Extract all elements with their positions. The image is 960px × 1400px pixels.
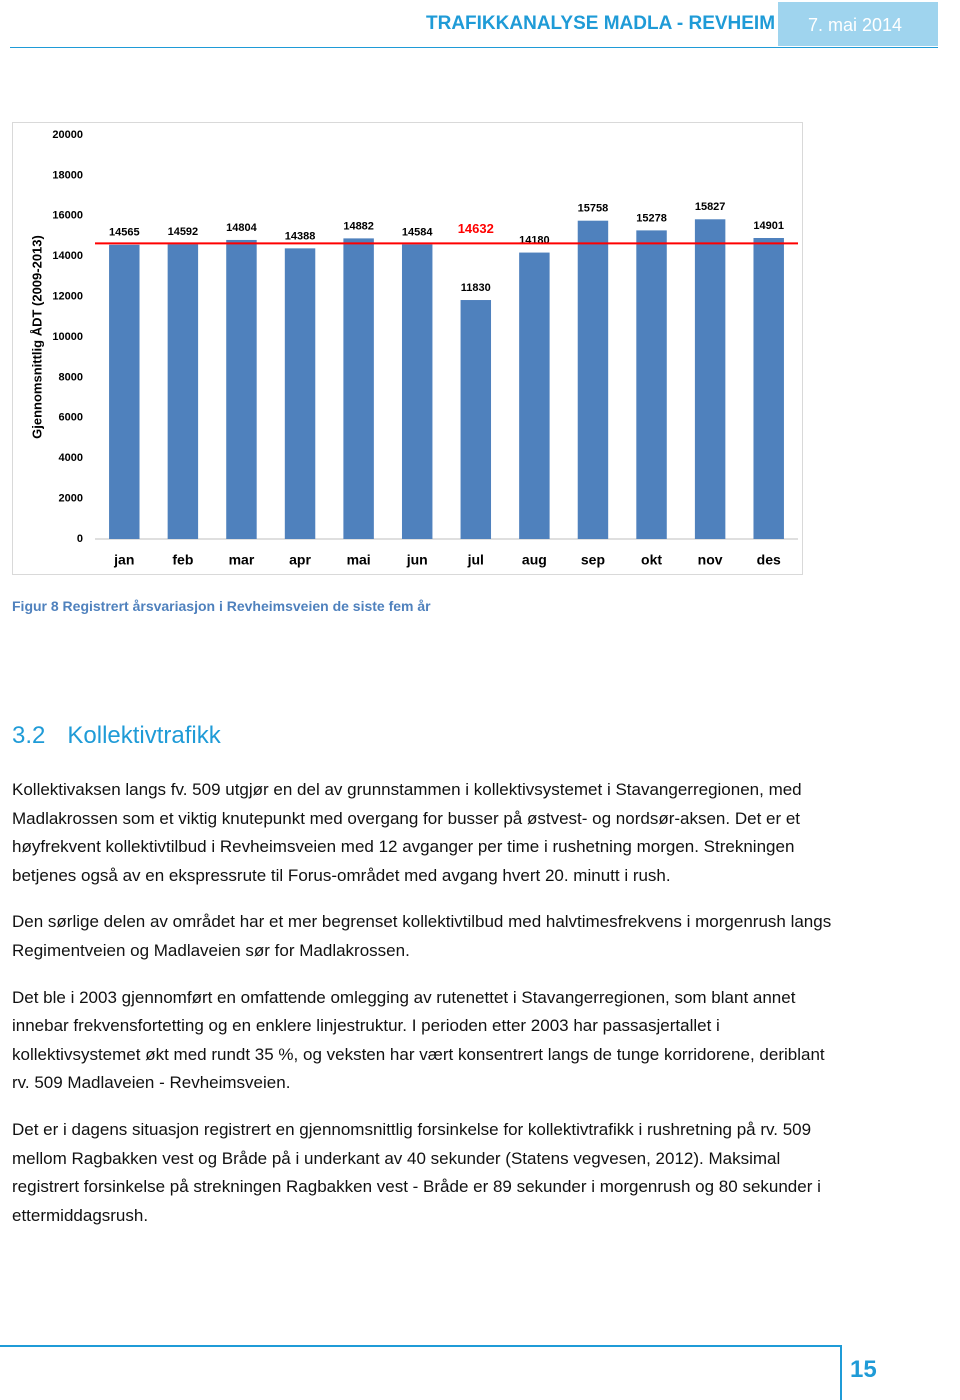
paragraph: Det er i dagens situasjon registrert en … bbox=[12, 1119, 821, 1225]
paragraph: Det ble i 2003 gjennomført en omfattende… bbox=[12, 987, 825, 1093]
y-tick-label: 20000 bbox=[52, 129, 83, 141]
data-label: 14388 bbox=[285, 230, 316, 242]
x-tick-label: jun bbox=[406, 552, 428, 568]
data-label: 14565 bbox=[109, 227, 140, 239]
body-text: Kollektivaksen langs fv. 509 utgjør en d… bbox=[12, 776, 842, 1248]
data-label: 15827 bbox=[695, 201, 726, 213]
y-tick-label: 10000 bbox=[52, 331, 83, 343]
bar bbox=[460, 300, 492, 539]
bar bbox=[343, 238, 374, 539]
y-tick-label: 2000 bbox=[59, 493, 83, 505]
y-tick-label: 8000 bbox=[59, 371, 83, 383]
footer-rule bbox=[840, 1345, 842, 1400]
bar bbox=[753, 237, 784, 539]
y-tick-label: 6000 bbox=[59, 412, 83, 424]
bar bbox=[636, 230, 667, 539]
data-label: 14180 bbox=[519, 234, 550, 246]
data-label: 14882 bbox=[343, 220, 374, 232]
x-tick-label: des bbox=[757, 552, 781, 568]
x-tick-label: jan bbox=[113, 552, 134, 568]
bar bbox=[694, 219, 726, 539]
y-tick-label: 14000 bbox=[52, 250, 83, 262]
x-tick-label: nov bbox=[698, 552, 723, 568]
x-tick-label: sep bbox=[581, 552, 605, 568]
data-label: 14901 bbox=[753, 220, 784, 232]
data-label: 14804 bbox=[226, 222, 257, 234]
section-number: 3.2 bbox=[12, 722, 46, 749]
data-label: 11830 bbox=[461, 282, 491, 294]
x-tick-label: mar bbox=[229, 552, 255, 568]
x-tick-label: mai bbox=[347, 552, 371, 568]
reference-label: 14632 bbox=[458, 221, 494, 236]
x-tick-label: feb bbox=[172, 552, 193, 568]
chart: Gjennomsnittlig ÅDT (2009-2013) 0 2000 400… bbox=[12, 122, 803, 575]
y-axis-title: Gjennomsnittlig ÅDT (2009-2013) bbox=[29, 235, 44, 439]
x-tick-label: okt bbox=[641, 552, 662, 568]
paragraph: Den sørlige delen av området har et mer … bbox=[12, 912, 832, 960]
section-heading: 3.2 Kollektivtrafikk bbox=[12, 722, 221, 750]
bar bbox=[577, 220, 609, 539]
bar bbox=[284, 248, 316, 539]
data-label: 14584 bbox=[402, 226, 433, 238]
x-tick-label: aug bbox=[522, 552, 547, 568]
header-date: 7. mai 2014 bbox=[778, 2, 938, 46]
data-label: 15278 bbox=[636, 212, 667, 224]
x-tick-label: apr bbox=[289, 552, 311, 568]
paragraph: Kollektivaksen langs fv. 509 utgjør en d… bbox=[12, 780, 802, 885]
bar bbox=[109, 244, 140, 540]
page-number: 15 bbox=[850, 1356, 877, 1383]
bar bbox=[519, 252, 550, 539]
header-title: TRAFIKKANALYSE MADLA - REVHEIM bbox=[426, 13, 776, 34]
footer-rule bbox=[0, 1345, 840, 1347]
y-tick-label: 4000 bbox=[59, 452, 83, 464]
y-tick-label: 16000 bbox=[52, 210, 83, 222]
data-label: 14592 bbox=[168, 226, 199, 238]
y-tick-label: 12000 bbox=[52, 291, 83, 303]
header-rule bbox=[10, 47, 938, 48]
figure-caption: Figur 8 Registrert årsvariasjon i Revhei… bbox=[12, 598, 431, 614]
x-tick-label: jul bbox=[467, 552, 484, 568]
bar bbox=[401, 244, 433, 539]
section-title: Kollektivtrafikk bbox=[67, 722, 221, 749]
y-tick-label: 0 bbox=[77, 533, 83, 545]
bar bbox=[167, 244, 199, 539]
data-label: 15758 bbox=[578, 203, 609, 215]
bar bbox=[226, 239, 257, 539]
y-tick-label: 18000 bbox=[52, 169, 83, 181]
